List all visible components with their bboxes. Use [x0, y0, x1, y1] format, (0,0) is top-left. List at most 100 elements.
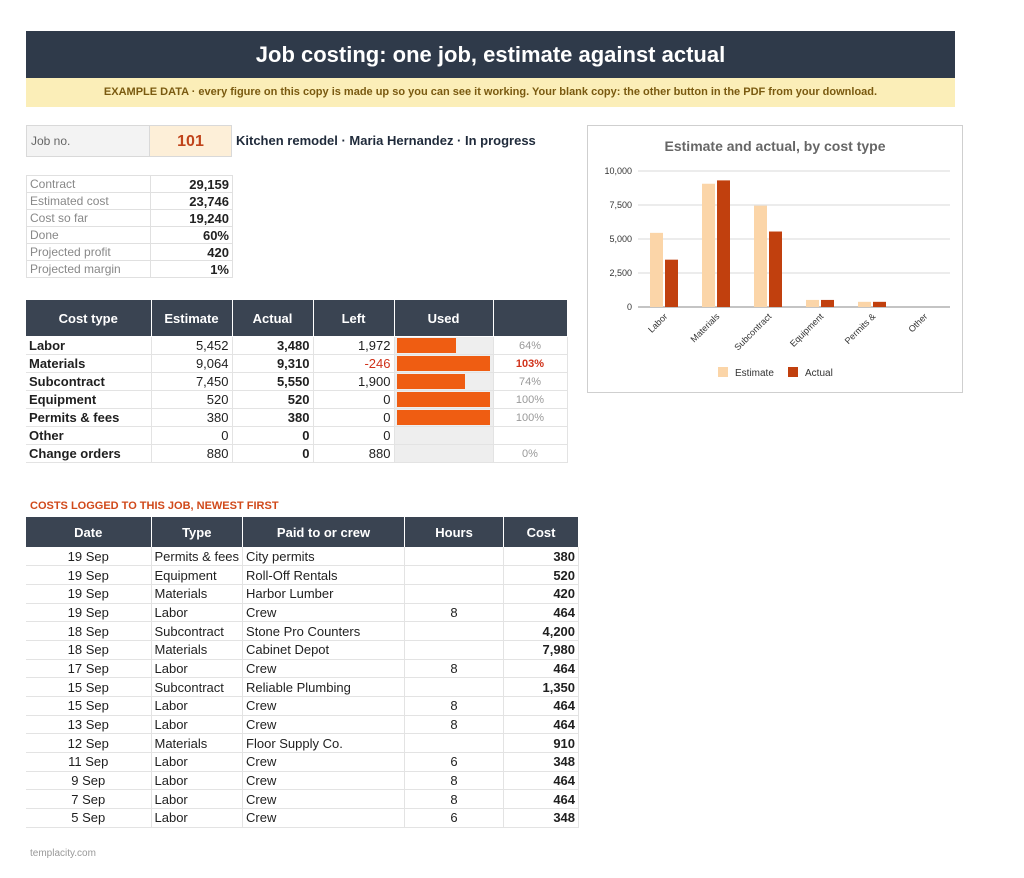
cost-left: 0 [313, 408, 395, 427]
summary-value: 29,159 [150, 175, 233, 193]
used-percent: 64% [493, 336, 568, 355]
cost-actual: 380 [232, 408, 314, 427]
bar-actual [665, 259, 678, 307]
page-title: Job costing: one job, estimate against a… [26, 31, 955, 78]
bar-estimate [650, 232, 663, 307]
log-cost: 464 [503, 771, 580, 791]
summary-row: Estimated cost 23,746 [26, 192, 233, 210]
cost-log-table: Date Type Paid to or crew Hours Cost 19 Sep P… [26, 517, 580, 828]
bar-estimate [806, 299, 819, 307]
log-paid: City permits [242, 547, 406, 567]
x-tick-label: Other [906, 311, 929, 334]
x-tick-label: Labor [646, 311, 669, 334]
bar-actual [873, 301, 886, 307]
log-type: Labor [151, 789, 244, 810]
cost-row: Change orders 880 0 880 0% [26, 444, 568, 463]
y-tick-label: 5,000 [609, 234, 632, 244]
log-row: 11 Sep Labor Crew 6 348 [26, 752, 580, 772]
job-summary-table: Contract 29,159 Estimated cost 23,746 Cost s… [26, 175, 233, 278]
log-cost: 380 [503, 547, 580, 567]
log-date: 11 Sep [26, 752, 152, 772]
cost-type-name: Equipment [26, 390, 152, 409]
summary-value: 60% [150, 226, 233, 244]
log-paid: Crew [242, 808, 406, 828]
cost-row: Labor 5,452 3,480 1,972 64% [26, 336, 568, 355]
job-number-label: Job no. [26, 125, 150, 157]
log-date: 19 Sep [26, 565, 152, 585]
log-date: 12 Sep [26, 733, 152, 754]
summary-label: Projected profit [26, 243, 151, 261]
y-tick-label: 10,000 [604, 166, 632, 176]
log-paid: Harbor Lumber [242, 584, 406, 604]
cost-left: 0 [313, 426, 395, 445]
used-percent: 0% [493, 444, 568, 463]
log-type: Labor [151, 752, 244, 772]
log-type: Labor [151, 771, 244, 791]
log-type: Labor [151, 808, 244, 828]
log-cost: 464 [503, 789, 580, 810]
log-hours: 8 [404, 603, 505, 623]
cost-table-header [493, 300, 568, 337]
summary-label: Contract [26, 175, 151, 193]
log-cost: 910 [503, 733, 580, 754]
job-description: Kitchen remodel · Maria Hernandez · In p… [236, 133, 536, 148]
log-type: Labor [151, 715, 244, 735]
bar-estimate [754, 205, 767, 307]
log-hours [404, 547, 505, 567]
bar-actual [821, 299, 834, 307]
log-cost: 420 [503, 584, 580, 604]
log-row: 7 Sep Labor Crew 8 464 [26, 789, 580, 810]
log-paid: Crew [242, 789, 406, 810]
summary-label: Projected margin [26, 260, 151, 278]
summary-row: Projected profit 420 [26, 243, 233, 261]
log-date: 19 Sep [26, 584, 152, 604]
cost-type-name: Materials [26, 354, 152, 373]
summary-label: Done [26, 226, 151, 244]
used-bar-fill [396, 374, 466, 389]
log-hours [404, 584, 505, 604]
log-hours: 8 [404, 771, 505, 791]
log-row: 18 Sep Subcontract Stone Pro Counters 4,200 [26, 621, 580, 641]
used-bar [394, 354, 494, 373]
log-type: Labor [151, 659, 244, 679]
summary-value: 23,746 [150, 192, 233, 210]
log-row: 13 Sep Labor Crew 8 464 [26, 715, 580, 735]
job-number-field[interactable]: 101 [150, 125, 232, 157]
log-paid: Floor Supply Co. [242, 733, 406, 754]
log-type: Subcontract [151, 621, 244, 641]
log-date: 17 Sep [26, 659, 152, 679]
cost-row: Other 0 0 0 [26, 426, 568, 445]
log-hours: 8 [404, 696, 505, 716]
log-paid: Crew [242, 603, 406, 623]
footer-brand: templacity.com [30, 848, 96, 859]
summary-row: Cost so far 19,240 [26, 209, 233, 227]
x-tick-label: Permits & [843, 311, 878, 346]
cost-type-name: Other [26, 426, 152, 445]
summary-row: Contract 29,159 [26, 175, 233, 193]
used-bar [394, 444, 494, 463]
cost-left: -246 [313, 354, 395, 373]
cost-type-name: Change orders [26, 444, 152, 463]
used-percent: 74% [493, 372, 568, 391]
cost-row: Permits & fees 380 380 0 100% [26, 408, 568, 427]
log-type: Labor [151, 696, 244, 716]
chart-canvas: 0 2,500 5,000 7,500 10,000 Labor Materials Subc… [604, 166, 950, 379]
used-percent [493, 426, 568, 445]
cost-table-header: Cost type [26, 300, 152, 337]
legend-label: Estimate [735, 368, 774, 379]
cost-row: Equipment 520 520 0 100% [26, 390, 568, 409]
cost-actual: 3,480 [232, 336, 314, 355]
log-row: 19 Sep Labor Crew 8 464 [26, 603, 580, 623]
log-type: Permits & fees [151, 547, 244, 567]
log-type: Subcontract [151, 677, 244, 697]
summary-row: Done 60% [26, 226, 233, 244]
log-paid: Crew [242, 715, 406, 735]
bar-actual [769, 231, 782, 307]
cost-table-header: Estimate [151, 300, 233, 337]
log-hours: 8 [404, 715, 505, 735]
legend-swatch [718, 367, 728, 377]
log-hours [404, 621, 505, 641]
cost-row: Subcontract 7,450 5,550 1,900 74% [26, 372, 568, 391]
cost-actual: 5,550 [232, 372, 314, 391]
log-paid: Cabinet Depot [242, 640, 406, 660]
